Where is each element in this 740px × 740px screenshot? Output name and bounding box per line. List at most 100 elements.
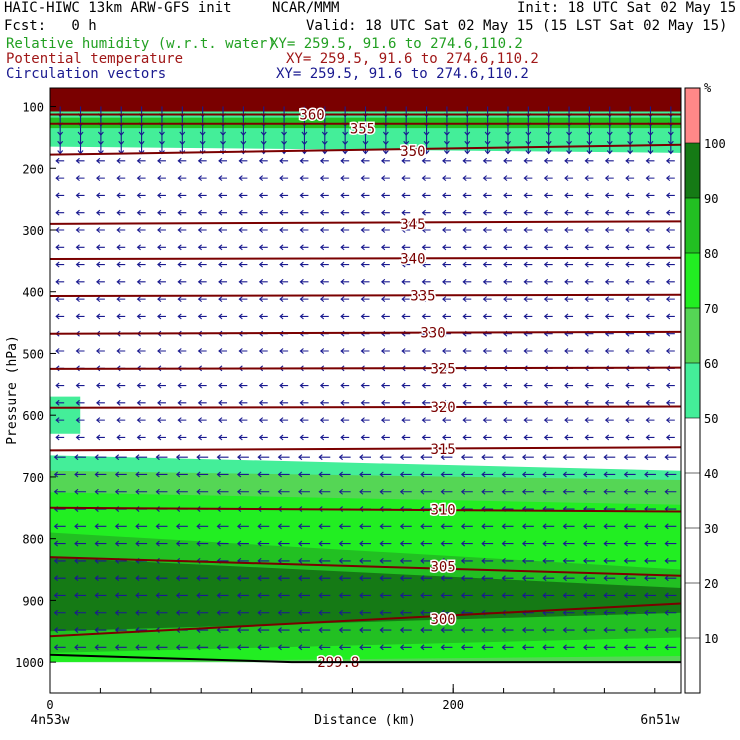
circulation-vector xyxy=(197,296,207,303)
circulation-vector xyxy=(603,575,616,582)
circulation-vector xyxy=(175,644,188,651)
circulation-vector xyxy=(53,644,66,651)
circulation-vector xyxy=(521,488,534,495)
circulation-vector xyxy=(299,382,309,389)
circulation-vector xyxy=(543,278,553,285)
circulation-vector xyxy=(299,175,309,182)
circulation-vector xyxy=(96,209,105,216)
circulation-vector xyxy=(55,417,65,424)
circulation-vector xyxy=(564,227,574,233)
forecast-hour: Fcst: 0 h xyxy=(4,18,97,34)
circulation-vector xyxy=(298,644,310,651)
circulation-vector xyxy=(338,488,351,495)
circulation-vector xyxy=(401,348,411,354)
circulation-vector xyxy=(360,434,370,441)
circulation-vector xyxy=(340,192,350,199)
circulation-vector xyxy=(359,609,371,616)
circulation-vector xyxy=(319,175,329,182)
circulation-vector xyxy=(562,523,575,530)
circulation-vector xyxy=(462,261,472,268)
circulation-vector xyxy=(501,471,514,478)
circulation-vector xyxy=(318,540,331,547)
circulation-vector xyxy=(116,434,126,441)
circulation-vector xyxy=(562,575,575,582)
circulation-vector xyxy=(258,244,268,251)
circulation-vector xyxy=(462,382,472,389)
circulation-vector xyxy=(94,540,107,547)
theta-label-310: 310 xyxy=(430,503,455,519)
circulation-vector xyxy=(503,244,512,251)
circulation-vector xyxy=(543,209,553,216)
circulation-vector xyxy=(482,434,492,441)
circulation-vector xyxy=(318,644,331,651)
circulation-vector xyxy=(625,209,635,216)
circulation-vector xyxy=(462,227,472,233)
circulation-vector xyxy=(442,261,451,268)
circulation-vector xyxy=(481,454,494,461)
circulation-vector xyxy=(157,313,166,320)
circulation-vector xyxy=(157,434,166,441)
circulation-vector xyxy=(523,417,533,424)
circulation-vector xyxy=(665,296,675,303)
circulation-vector xyxy=(645,227,655,233)
circulation-vector xyxy=(136,175,146,182)
circulation-vector xyxy=(625,296,635,303)
circulation-vector xyxy=(360,157,370,164)
circulation-vector xyxy=(136,434,146,441)
circulation-vector xyxy=(116,157,126,164)
circulation-vector xyxy=(542,627,555,633)
circulation-vector xyxy=(442,313,451,320)
circulation-vector xyxy=(55,261,65,268)
circulation-vector xyxy=(94,592,107,599)
circulation-vector xyxy=(75,227,85,233)
theta-label-315: 315 xyxy=(430,442,455,458)
circulation-vector xyxy=(564,348,574,354)
circulation-vector xyxy=(55,278,65,285)
circulation-vector xyxy=(380,434,390,441)
circulation-vector xyxy=(603,523,616,530)
circulation-vector xyxy=(237,523,249,530)
circulation-vector xyxy=(340,244,350,251)
circulation-vector xyxy=(53,575,66,582)
circulation-vector xyxy=(238,157,248,164)
circulation-vector xyxy=(482,348,492,354)
circulation-vector xyxy=(644,575,656,582)
circulation-vector xyxy=(279,227,289,233)
circulation-vector xyxy=(319,313,329,320)
circulation-vector xyxy=(177,209,187,216)
circulation-vector xyxy=(379,609,392,616)
circulation-vector xyxy=(338,609,351,616)
circulation-vector xyxy=(603,471,616,478)
circulation-vector xyxy=(196,454,209,461)
circulation-vector xyxy=(584,192,594,199)
theta-label-320: 320 xyxy=(430,400,455,416)
circulation-vector xyxy=(481,592,494,599)
circulation-vector xyxy=(623,592,636,599)
circulation-vector xyxy=(258,175,268,182)
circulation-vector xyxy=(218,348,228,354)
circulation-vector xyxy=(298,609,310,616)
circulation-vector xyxy=(421,382,431,389)
circulation-vector xyxy=(523,157,533,164)
circulation-vector xyxy=(96,417,105,424)
circulation-vector xyxy=(665,157,675,164)
circulation-vector xyxy=(604,296,614,303)
circulation-vector xyxy=(359,644,371,651)
circulation-vector xyxy=(665,382,675,389)
model-title: HAIC-HIWC 13km ARW-GFS init xyxy=(4,0,232,16)
circulation-vector xyxy=(604,192,614,199)
circulation-vector xyxy=(664,488,677,495)
circulation-vector xyxy=(177,348,187,354)
circulation-vector xyxy=(665,192,675,199)
circulation-vector xyxy=(503,227,512,233)
circulation-vector xyxy=(543,175,553,182)
circulation-vector xyxy=(421,296,431,303)
circulation-vector xyxy=(664,627,677,633)
circulation-vector xyxy=(401,157,411,164)
circulation-vector xyxy=(644,627,656,633)
init-time: Init: 18 UTC Sat 02 May 15 xyxy=(517,0,737,16)
circulation-vector xyxy=(401,399,411,406)
theta-label-345: 345 xyxy=(400,217,425,233)
center-label: NCAR/MMM xyxy=(272,0,340,16)
